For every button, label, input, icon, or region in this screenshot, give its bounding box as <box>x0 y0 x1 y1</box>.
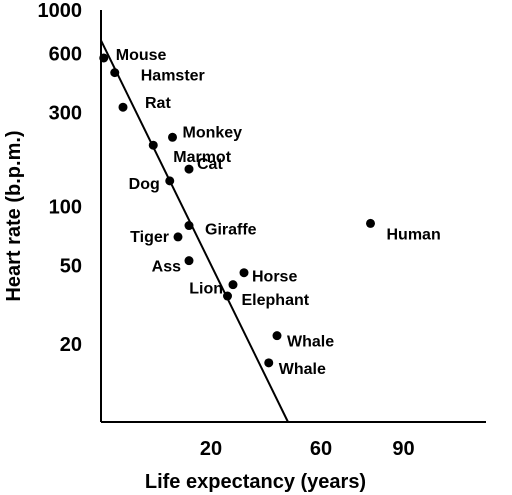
data-point <box>148 140 158 150</box>
point-label: Whale <box>279 361 326 378</box>
x-axis-label: Life expectancy (years) <box>145 471 366 493</box>
data-point <box>168 132 177 142</box>
data-point <box>184 256 194 266</box>
x-tick-label: 60 <box>310 438 332 460</box>
y-tick-label: 300 <box>49 103 82 125</box>
point-label: Monkey <box>183 124 243 141</box>
y-tick-label: 100 <box>49 196 82 218</box>
data-point <box>99 53 109 63</box>
point-label: Cat <box>197 156 223 173</box>
data-points <box>99 53 375 368</box>
data-point <box>173 232 183 242</box>
trend-line <box>100 39 289 423</box>
data-point <box>184 221 194 231</box>
point-label: Elephant <box>242 292 310 309</box>
point-label: Ass <box>152 259 181 276</box>
y-axis-label: Heart rate (b.p.m.) <box>3 130 25 301</box>
point-label: Rat <box>145 95 171 112</box>
data-point <box>165 176 175 186</box>
point-label: Whale <box>287 334 334 351</box>
point-label: Hamster <box>141 68 205 85</box>
point-label: Horse <box>252 269 297 286</box>
data-point <box>366 218 375 228</box>
y-tick-label: 600 <box>49 44 82 66</box>
point-label: Mouse <box>116 47 167 64</box>
point-label: Tiger <box>130 229 169 246</box>
x-tick-label: 90 <box>392 438 414 460</box>
point-label: Dog <box>129 176 160 193</box>
data-point <box>239 268 249 278</box>
point-label: Human <box>387 226 441 243</box>
y-tick-label: 20 <box>60 334 82 356</box>
y-tick-label: 50 <box>60 256 82 278</box>
data-point <box>223 291 232 301</box>
y-tick-label: 1000 <box>38 0 83 22</box>
point-label: Giraffe <box>205 222 257 239</box>
data-point <box>110 68 120 78</box>
point-label: Lion <box>189 281 223 298</box>
trend-line-group <box>100 39 289 423</box>
data-point <box>184 164 194 174</box>
data-point <box>272 331 282 341</box>
data-point <box>118 102 128 112</box>
point-label: Marmot <box>173 149 231 166</box>
x-tick-label: 20 <box>200 438 222 460</box>
x-axis-ticks: 20 60 90 <box>200 438 415 460</box>
data-point <box>228 280 238 290</box>
data-point <box>264 358 274 368</box>
y-axis-ticks: 1000 600 300 100 50 20 <box>38 0 83 356</box>
plot-frame <box>100 10 486 423</box>
